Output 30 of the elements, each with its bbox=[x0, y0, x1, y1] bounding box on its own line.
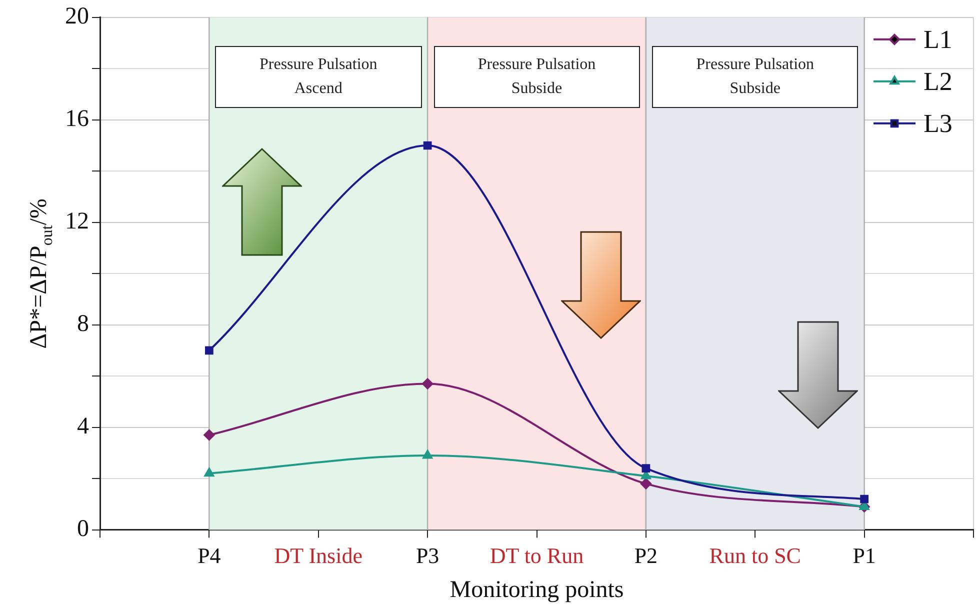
point bbox=[423, 141, 432, 150]
point bbox=[204, 468, 214, 477]
label-box: Pressure Pulsation Subside bbox=[652, 46, 858, 108]
legend-label: L3 bbox=[924, 109, 952, 138]
point bbox=[422, 450, 432, 459]
y-tick-label: 0 bbox=[77, 516, 89, 542]
point bbox=[422, 378, 434, 390]
y-tick-label: 8 bbox=[77, 311, 89, 338]
y-tick-label: 12 bbox=[65, 208, 89, 235]
y-tick-label: 4 bbox=[77, 414, 89, 440]
x-axis-title: Monitoring points bbox=[450, 576, 624, 603]
y-tick-label: 20 bbox=[65, 4, 89, 30]
x-tick-label: DT to Run bbox=[490, 542, 584, 568]
point bbox=[640, 478, 652, 490]
x-tick-label: P3 bbox=[416, 542, 440, 568]
y-axis-title: ΔP*=ΔP/Pout/% bbox=[26, 198, 56, 349]
x-tick-label: P4 bbox=[198, 542, 221, 568]
x-tick-label: P1 bbox=[852, 542, 876, 568]
point bbox=[204, 430, 215, 441]
label-box: Pressure Pulsation Subside bbox=[434, 46, 640, 108]
point bbox=[205, 346, 214, 355]
legend-label: L2 bbox=[924, 67, 952, 96]
legend-label: L1 bbox=[924, 25, 952, 54]
x-tick-label: Run to SC bbox=[709, 542, 801, 568]
x-tick-label: P2 bbox=[634, 542, 658, 568]
point bbox=[642, 464, 650, 472]
point bbox=[860, 494, 868, 504]
y-tick-label: 16 bbox=[65, 106, 89, 132]
label-box: Pressure Pulsation Ascend bbox=[215, 46, 422, 108]
x-tick-label: DT Inside bbox=[274, 542, 362, 568]
